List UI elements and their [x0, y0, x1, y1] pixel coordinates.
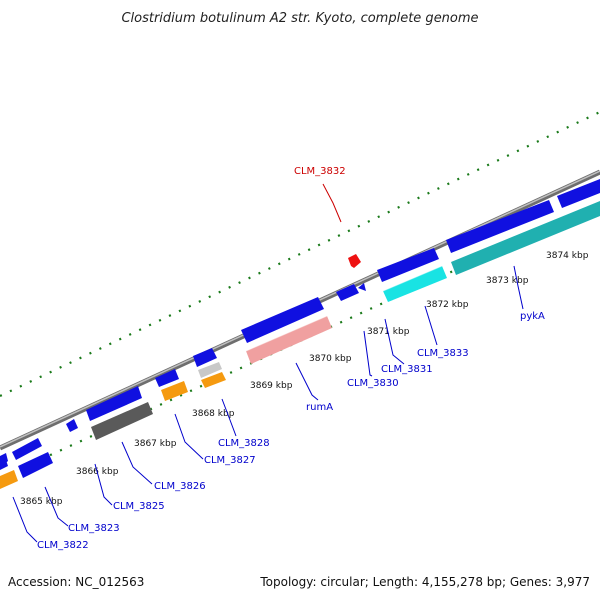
- rrna-feature: [246, 316, 332, 364]
- inner-features: [0, 201, 600, 489]
- cds-arrow: [0, 460, 8, 470]
- cds-arrow: [155, 369, 179, 387]
- gene-label-clm3830: CLM_3830: [347, 378, 399, 389]
- kbp-label: 3873 kbp: [486, 276, 529, 286]
- topology-text: Topology: circular; Length: 4,155,278 bp…: [259, 575, 590, 589]
- gene-label-clm3833: CLM_3833: [417, 348, 469, 359]
- kbp-label: 3867 kbp: [134, 439, 177, 449]
- map-title: Clostridium botulinum A2 str. Kyoto, com…: [121, 11, 478, 26]
- gene-label-clm3823: CLM_3823: [68, 523, 120, 534]
- cds-arrow: [86, 386, 142, 421]
- outer-tick-ring: [0, 111, 600, 397]
- kbp-label: 3865 kbp: [20, 497, 63, 507]
- orange-feature: [201, 372, 226, 388]
- gene-label-clm3828: CLM_3828: [218, 438, 270, 449]
- gene-labels: CLM_3822 CLM_3823 CLM_3825 CLM_3826 CLM_…: [37, 166, 545, 551]
- cds-arrow: [0, 470, 18, 489]
- cds-arrow: [193, 348, 217, 367]
- teal-feature: [451, 201, 600, 275]
- light-gray-feature: [198, 362, 222, 378]
- cds-arrow: [12, 438, 42, 460]
- cds-arrow: [358, 283, 366, 291]
- gene-label-clm3826: CLM_3826: [154, 481, 206, 492]
- cds-arrow: [241, 297, 324, 343]
- gene-label-clm3827: CLM_3827: [204, 455, 256, 466]
- gene-label-pyka: pykA: [520, 311, 545, 322]
- kbp-label: 3874 kbp: [546, 251, 589, 261]
- kbp-label: 3870 kbp: [309, 354, 352, 364]
- cyan-feature: [383, 266, 447, 302]
- kbp-label: 3868 kbp: [192, 409, 235, 419]
- accession-text: Accession: NC_012563: [8, 575, 144, 589]
- gene-label-clm3822: CLM_3822: [37, 540, 89, 551]
- cds-arrow: [18, 452, 53, 478]
- cds-arrow: [446, 200, 554, 253]
- forward-features: [0, 179, 600, 467]
- gene-label-ruma: rumA: [306, 402, 333, 413]
- gene-label-clm3831: CLM_3831: [381, 364, 433, 375]
- orange-feature: [161, 381, 188, 401]
- cds-arrow: [377, 248, 439, 282]
- kbp-label: 3872 kbp: [426, 300, 469, 310]
- gene-label-clm3825: CLM_3825: [113, 501, 165, 512]
- cds-arrow: [557, 179, 600, 208]
- gene-label-clm3832: CLM_3832: [294, 166, 346, 177]
- cds-arrow: [66, 419, 78, 432]
- leader-lines: [12, 183, 524, 543]
- clm3832-feature: [348, 254, 361, 268]
- kbp-label: 3869 kbp: [250, 381, 293, 391]
- cds-arrow: [336, 284, 359, 301]
- gray-feature: [91, 402, 153, 440]
